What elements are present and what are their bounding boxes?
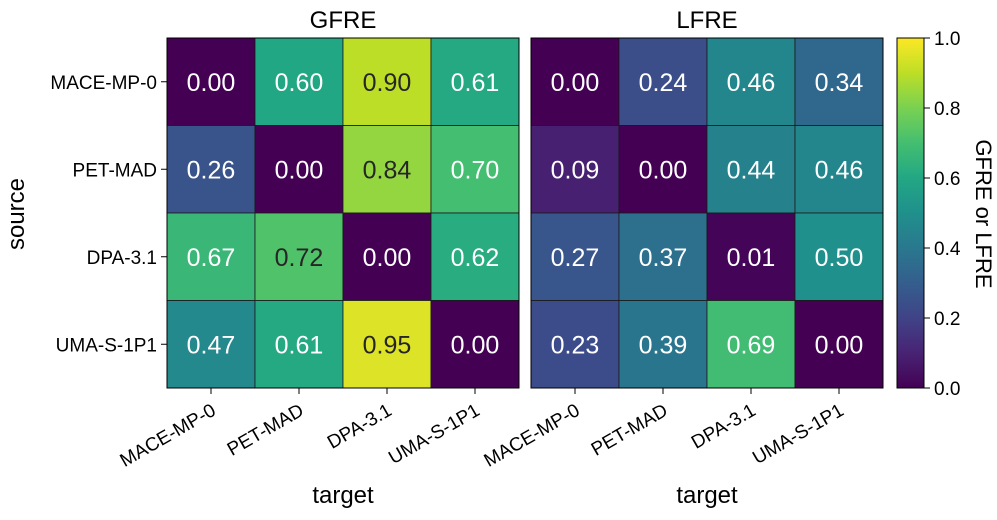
- cell-value-label: 0.47: [187, 331, 236, 359]
- x-tick-label: UMA-S-1P1: [385, 400, 483, 469]
- cell-value-label: 0.00: [275, 156, 324, 184]
- cell-value-label: 0.95: [363, 331, 412, 359]
- heatmap-cell: [342, 300, 432, 389]
- cell-value-label: 0.01: [727, 244, 776, 272]
- x-tick-label: PET-MAD: [588, 400, 672, 460]
- y-tick-label: MACE-MP-0: [50, 73, 157, 94]
- x-tick-label: DPA-3.1: [324, 400, 395, 453]
- heatmap-cell: [530, 125, 620, 214]
- colorbar-tick-label: 0.8: [934, 99, 960, 120]
- cell-value-label: 0.00: [187, 69, 236, 97]
- y-tick-label: PET-MAD: [73, 160, 157, 181]
- cell-value-label: 0.23: [551, 331, 600, 359]
- cell-value-label: 0.09: [551, 156, 600, 184]
- heatmap-cell: [166, 125, 256, 214]
- colorbar-tick-label: 0.0: [934, 379, 960, 400]
- cell-value-label: 0.46: [815, 156, 864, 184]
- heatmap-cell: [706, 212, 796, 301]
- cell-value-label: 0.61: [275, 331, 324, 359]
- heatmap-cell: [706, 37, 796, 126]
- heatmap-cell: [618, 37, 708, 126]
- heatmap-cell: [530, 37, 620, 126]
- x-tick-label: DPA-3.1: [688, 400, 759, 453]
- panel-lfre: LFRE 0.00 0.24 0.46 0.34 0.09 0.00 0.44 0.46 0.27…: [481, 7, 884, 509]
- panel-gfre: GFRE 0.00 0.60 0.90 0.61 0.26 0.00 0.84 0.70 0.67…: [50, 7, 520, 509]
- colorbar: 0.0 0.2 0.4 0.6 0.8 1.0: [896, 29, 961, 400]
- x-tick-label: MACE-MP-0: [481, 400, 584, 471]
- x-tick-label: PET-MAD: [224, 400, 308, 460]
- cell-value-label: 0.70: [451, 156, 500, 184]
- cell-value-label: 0.00: [451, 331, 500, 359]
- heatmap-cell: [430, 125, 520, 214]
- panel-frame: [166, 37, 520, 389]
- cell-value-label: 0.90: [363, 69, 412, 97]
- y-axis-label: source: [3, 178, 30, 250]
- colorbar-tick-label: 0.6: [934, 169, 960, 190]
- cell-value-label: 0.26: [187, 156, 236, 184]
- heatmap-cell: [254, 125, 344, 214]
- panel-title: GFRE: [310, 7, 377, 34]
- y-tick-label: UMA-S-1P1: [56, 335, 157, 356]
- colorbar-gradient: [896, 37, 925, 389]
- cell-value-label: 0.00: [815, 331, 864, 359]
- colorbar-label: GFRE or LFRE: [971, 139, 996, 288]
- cell-value-label: 0.62: [451, 244, 500, 272]
- heatmap-cell: [794, 37, 884, 126]
- heatmap-cell: [618, 125, 708, 214]
- cell-value-label: 0.84: [363, 156, 412, 184]
- panel-frame: [530, 37, 884, 389]
- heatmap-cell: [794, 212, 884, 301]
- cell-value-label: 0.34: [815, 69, 864, 97]
- colorbar-tick-label: 0.2: [934, 309, 960, 330]
- y-tick-label: DPA-3.1: [87, 248, 157, 269]
- heatmap-cell: [430, 300, 520, 389]
- heatmap-cell: [254, 212, 344, 301]
- cell-value-label: 0.39: [639, 331, 688, 359]
- x-tick-label: UMA-S-1P1: [749, 400, 847, 469]
- cell-value-label: 0.50: [815, 244, 864, 272]
- panel-title: LFRE: [676, 7, 737, 34]
- heatmap-cell: [166, 37, 256, 126]
- cell-value-label: 0.46: [727, 69, 776, 97]
- heatmap-cell: [430, 212, 520, 301]
- cell-value-label: 0.37: [639, 244, 688, 272]
- cell-value-label: 0.61: [451, 69, 500, 97]
- heatmap-cell: [794, 125, 884, 214]
- cell-value-label: 0.69: [727, 331, 776, 359]
- cell-value-label: 0.00: [363, 244, 412, 272]
- x-axis-label: target: [312, 482, 374, 509]
- heatmap-cell: [254, 37, 344, 126]
- heatmap-cell: [618, 212, 708, 301]
- colorbar-tick-label: 1.0: [934, 29, 960, 50]
- x-axis-label: target: [676, 482, 738, 509]
- colorbar-tick-label: 0.4: [934, 239, 961, 260]
- heatmap-cell: [430, 37, 520, 126]
- cell-value-label: 0.00: [551, 69, 600, 97]
- cell-value-label: 0.27: [551, 244, 600, 272]
- cell-value-label: 0.67: [187, 244, 236, 272]
- cell-value-label: 0.72: [275, 244, 324, 272]
- heatmap-cell: [530, 212, 620, 301]
- heatmap-cell: [166, 300, 256, 389]
- cell-value-label: 0.00: [639, 156, 688, 184]
- heatmap-cell: [706, 125, 796, 214]
- cell-value-label: 0.44: [727, 156, 776, 184]
- x-tick-label: MACE-MP-0: [117, 400, 220, 471]
- cell-value-label: 0.24: [639, 69, 688, 97]
- cell-value-label: 0.60: [275, 69, 324, 97]
- heatmap-cell: [254, 300, 344, 389]
